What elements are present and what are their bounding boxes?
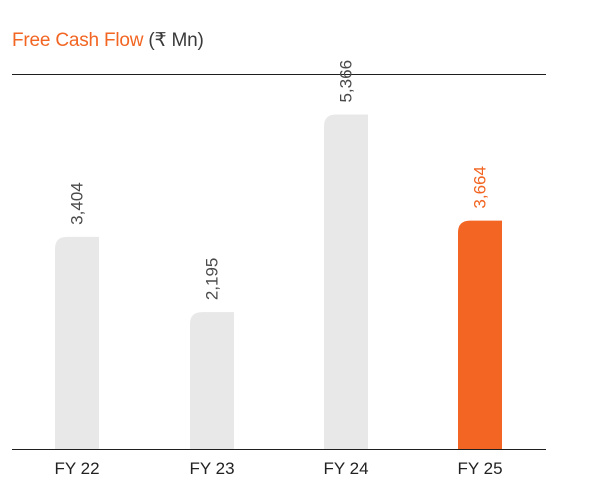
x-tick-label: FY 24 xyxy=(323,459,368,478)
chart-title: Free Cash Flow (₹ Mn) xyxy=(12,29,204,52)
bar-fy23 xyxy=(190,312,234,449)
x-tick-label: FY 25 xyxy=(457,459,502,478)
x-tick-label: FY 22 xyxy=(54,459,99,478)
value-label: 2,195 xyxy=(203,258,222,301)
bar-fy25 xyxy=(458,220,502,449)
value-label: 3,404 xyxy=(68,182,87,225)
value-label: 3,664 xyxy=(471,166,490,209)
x-tick-label: FY 23 xyxy=(189,459,234,478)
bar-fy24 xyxy=(324,114,368,449)
value-label: 5,366 xyxy=(337,60,356,103)
bar-fy22 xyxy=(55,236,99,449)
title-divider xyxy=(12,74,546,75)
chart-title-main: Free Cash Flow xyxy=(12,30,144,51)
chart-title-unit: (₹ Mn) xyxy=(148,30,204,51)
